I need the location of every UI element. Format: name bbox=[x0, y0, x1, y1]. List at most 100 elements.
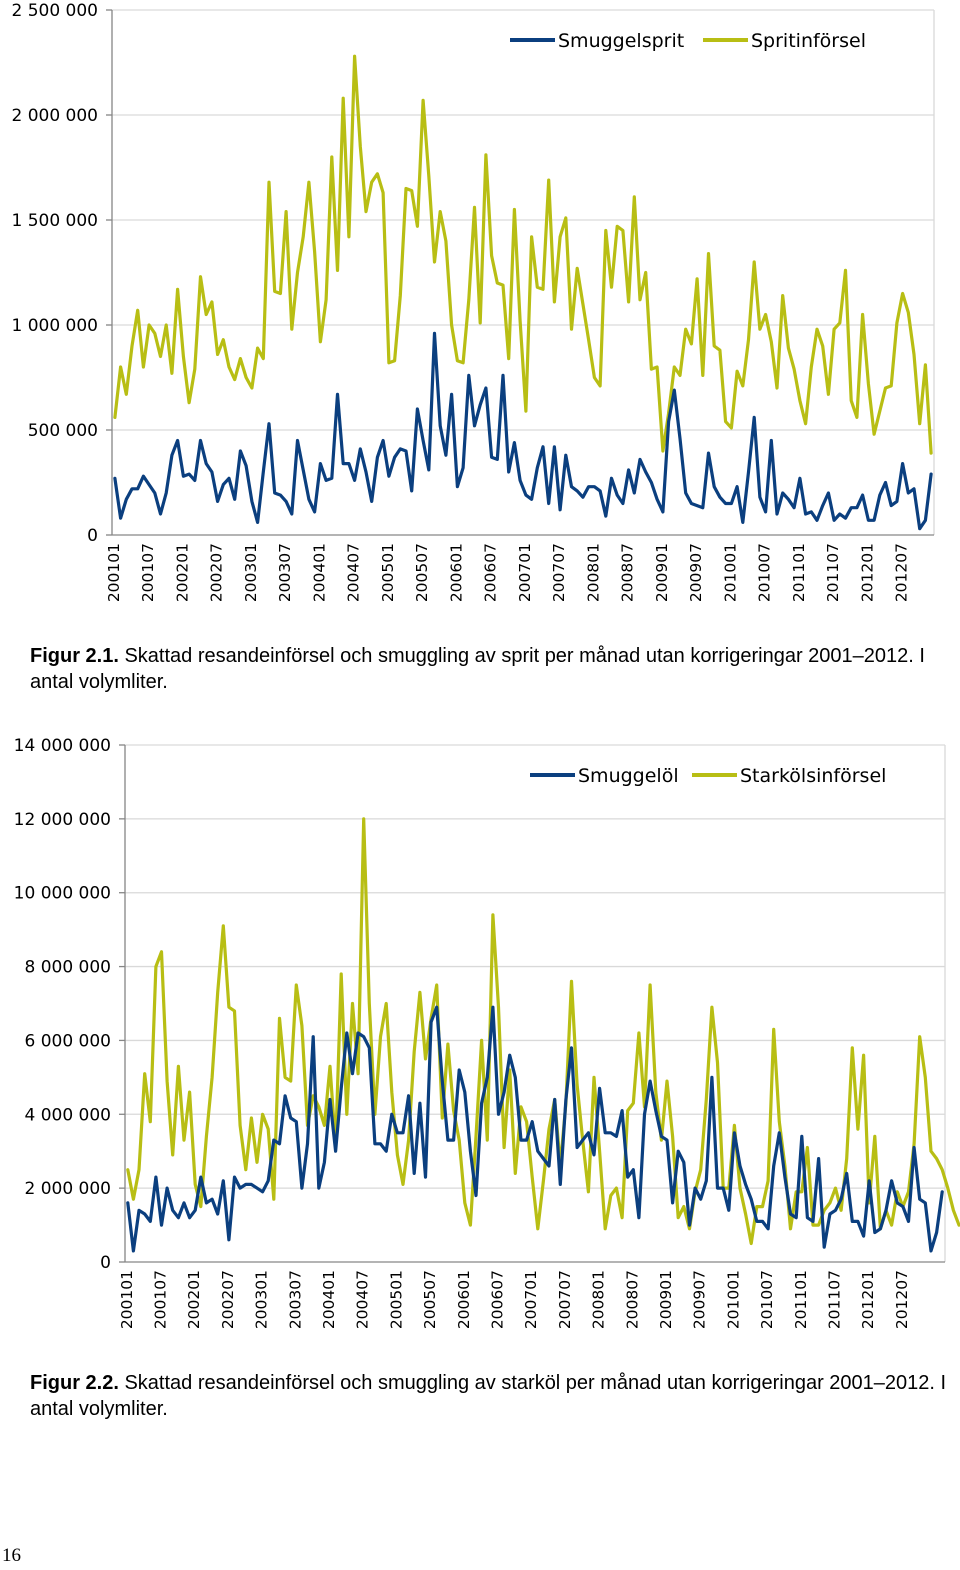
beer-data-point bbox=[924, 1202, 927, 1204]
spirits-data-point bbox=[393, 456, 396, 459]
spirits-data-point bbox=[565, 217, 567, 219]
spirits-data-point bbox=[530, 236, 533, 238]
beer-data-point bbox=[469, 1224, 472, 1226]
spirits-data-point bbox=[473, 425, 476, 427]
spirits-data-point bbox=[616, 225, 618, 228]
beer-data-point bbox=[666, 1139, 668, 1141]
spirits-x-tick-label: 201107 bbox=[824, 543, 842, 602]
beer-data-point bbox=[177, 1216, 180, 1219]
beer-data-point bbox=[430, 1021, 432, 1023]
spirits-data-point bbox=[730, 502, 733, 505]
beer-legend-label: Starkölsinförsel bbox=[740, 765, 886, 787]
spirits-data-point bbox=[365, 471, 367, 473]
spirits-data-point bbox=[439, 425, 442, 427]
beer-data-point bbox=[127, 1168, 129, 1171]
spirits-data-point bbox=[639, 299, 641, 301]
spirits-x-tick-label: 200607 bbox=[482, 543, 500, 602]
beer-data-point bbox=[581, 1139, 584, 1141]
beer-data-point bbox=[655, 1109, 657, 1112]
spirits-data-point bbox=[370, 181, 373, 183]
beer-data-point bbox=[312, 1095, 315, 1097]
spirits-series-0 bbox=[113, 331, 933, 531]
spirits-data-point bbox=[336, 269, 339, 272]
beer-data-point bbox=[183, 1139, 185, 1141]
spirits-data-point bbox=[199, 275, 202, 278]
beer-data-point bbox=[306, 1143, 309, 1145]
beer-data-point bbox=[188, 1091, 191, 1093]
spirits-data-point bbox=[696, 504, 698, 507]
beer-data-point bbox=[278, 1143, 281, 1145]
spirits-data-point bbox=[736, 485, 738, 488]
spirits-data-point bbox=[879, 494, 881, 496]
spirits-data-point bbox=[422, 439, 424, 442]
spirits-data-point bbox=[176, 288, 179, 291]
spirits-data-point bbox=[239, 450, 242, 452]
beer-y-tick-label: 10 000 000 bbox=[14, 884, 111, 904]
beer-data-point bbox=[868, 1180, 870, 1182]
spirits-data-point bbox=[365, 210, 367, 213]
spirits-data-point bbox=[416, 408, 419, 410]
beer-data-point bbox=[632, 1168, 635, 1171]
spirits-x-tick-label: 200707 bbox=[550, 543, 568, 602]
spirits-data-point bbox=[450, 324, 453, 326]
beer-data-point bbox=[845, 1172, 848, 1175]
spirits-data-point bbox=[707, 252, 710, 255]
beer-data-point bbox=[340, 1087, 343, 1090]
beer-data-point bbox=[289, 1117, 292, 1119]
beer-data-point bbox=[924, 1076, 927, 1079]
spirits-data-point bbox=[907, 492, 910, 494]
spirits-data-point bbox=[308, 181, 310, 183]
spirits-data-point bbox=[530, 498, 533, 501]
beer-data-point bbox=[705, 1180, 708, 1182]
spirits-data-point bbox=[216, 500, 219, 503]
spirits-data-point bbox=[142, 475, 145, 478]
beer-data-point bbox=[503, 1091, 505, 1093]
spirits-data-point bbox=[331, 477, 333, 480]
beer-x-tick-label: 200607 bbox=[488, 1270, 506, 1329]
spirits-data-point bbox=[930, 452, 932, 454]
spirits-data-point bbox=[291, 513, 293, 515]
spirits-data-point bbox=[456, 485, 459, 488]
beer-data-point bbox=[615, 1187, 618, 1189]
spirits-data-point bbox=[171, 372, 173, 375]
beer-chart: 0 2 000 000 4 000 000 6 000 000 8 000 000 10 … bbox=[14, 736, 960, 1329]
spirits-data-point bbox=[188, 473, 190, 475]
beer-data-point bbox=[655, 1091, 657, 1093]
spirits-data-point bbox=[844, 517, 847, 519]
spirits-data-point bbox=[673, 389, 676, 391]
spirits-data-point bbox=[233, 498, 236, 501]
spirits-data-point bbox=[388, 475, 390, 478]
beer-data-point bbox=[216, 1213, 219, 1215]
spirits-data-point bbox=[542, 446, 544, 448]
beer-data-point bbox=[918, 1198, 921, 1200]
spirits-data-point bbox=[593, 376, 596, 379]
spirits-data-point bbox=[873, 519, 875, 522]
spirits-data-point bbox=[793, 506, 795, 509]
beer-data-point bbox=[806, 1146, 809, 1149]
beer-y-tick-label: 14 000 000 bbox=[14, 736, 111, 756]
beer-data-point bbox=[598, 1087, 601, 1090]
spirits-data-point bbox=[485, 154, 487, 156]
beer-data-point bbox=[177, 1065, 180, 1068]
beer-data-point bbox=[301, 1024, 303, 1027]
beer-y-tick-label: 0 bbox=[100, 1253, 111, 1273]
spirits-data-point bbox=[313, 250, 316, 253]
spirits-data-point bbox=[924, 519, 927, 522]
beer-data-point bbox=[643, 1113, 646, 1116]
spirits-data-point bbox=[142, 366, 145, 368]
spirits-data-point bbox=[662, 450, 664, 452]
beer-data-point bbox=[677, 1216, 679, 1219]
spirits-x-tick-label: 201201 bbox=[858, 543, 876, 602]
beer-data-point bbox=[677, 1150, 679, 1152]
beer-data-point bbox=[486, 1139, 489, 1141]
spirits-data-point bbox=[684, 492, 687, 494]
beer-data-point bbox=[778, 1132, 781, 1134]
beer-data-point bbox=[711, 1076, 713, 1079]
beer-x-tick-label: 200707 bbox=[556, 1270, 574, 1329]
spirits-x-tick-label: 201007 bbox=[756, 543, 774, 602]
spirits-data-point bbox=[827, 393, 830, 396]
spirits-data-point bbox=[245, 376, 247, 379]
beer-data-point bbox=[143, 1213, 146, 1215]
spirits-data-point bbox=[742, 385, 744, 387]
beer-data-point bbox=[626, 1109, 629, 1112]
